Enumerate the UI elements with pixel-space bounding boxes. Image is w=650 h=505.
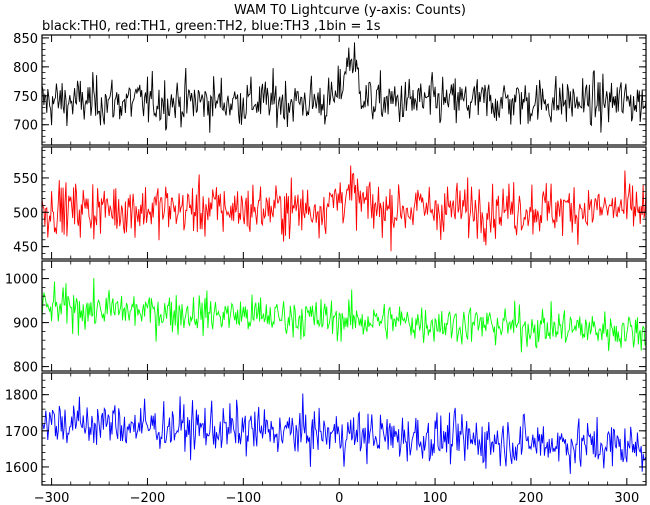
chart-panels: 7007508008504505005508009001000160017001… (5, 32, 647, 486)
x-tick-label-0: 0 (335, 491, 343, 505)
panel-frame (41, 146, 647, 260)
y-tick-label-500: 500 (13, 206, 38, 221)
x-tick-label-100: 100 (423, 491, 448, 505)
y-tick-label-800: 800 (13, 61, 38, 76)
y-tick-label-550: 550 (13, 172, 38, 187)
panel-th3: 1600 1700 1800 (5, 372, 647, 486)
chart-title: WAM T0 Lightcurve (y-axis: Counts) (234, 3, 466, 18)
x-tick-label--200: −200 (130, 491, 166, 505)
panel-frame (41, 372, 647, 486)
y-tick-label-1000: 1000 (5, 273, 38, 288)
x-tick-label-200: 200 (519, 491, 544, 505)
series-line-th0 (42, 42, 646, 133)
y-tick-label-800: 800 (13, 361, 38, 376)
x-tick-label-300: 300 (614, 491, 639, 505)
y-tick-label-850: 850 (13, 32, 38, 47)
chart-subtitle: black:TH0, red:TH1, green:TH2, blue:TH3 … (42, 19, 381, 34)
panel-th0: 700 750 800 850 (13, 32, 647, 146)
y-tick-label-450: 450 (13, 241, 38, 256)
y-tick-label-1600: 1600 (5, 461, 38, 476)
x-tick-label--100: −100 (225, 491, 261, 505)
x-axis-tick-labels: −300 −200 −100 0 100 200 300 (34, 491, 640, 505)
y-tick-label-1800: 1800 (5, 389, 38, 404)
y-tick-label-1700: 1700 (5, 425, 38, 440)
y-tick-label-750: 750 (13, 90, 38, 105)
series-line-th3 (42, 393, 646, 474)
y-tick-label-700: 700 (13, 119, 38, 134)
panel-frame (41, 260, 647, 372)
x-tick-label--300: −300 (34, 491, 70, 505)
series-line-th1 (42, 165, 646, 252)
panel-th2: 800 900 1000 (5, 260, 647, 376)
y-tick-label-900: 900 (13, 317, 38, 332)
panel-th1: 450 500 550 (13, 146, 647, 260)
series-line-th2 (42, 278, 646, 353)
